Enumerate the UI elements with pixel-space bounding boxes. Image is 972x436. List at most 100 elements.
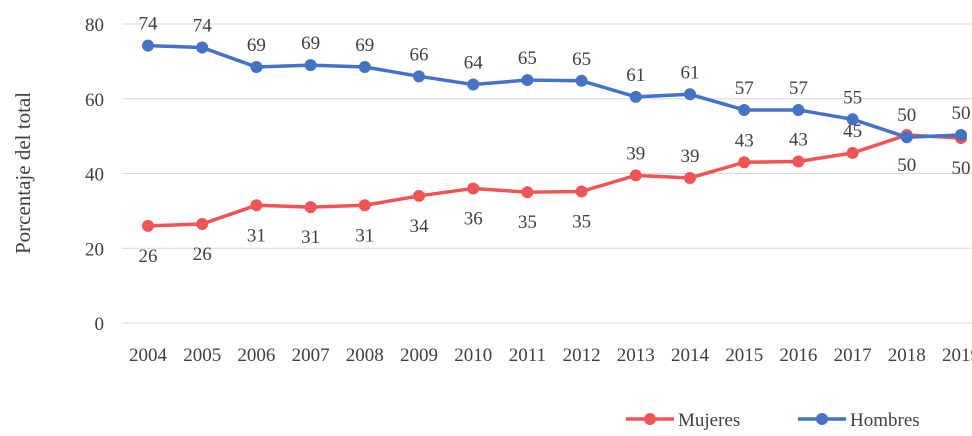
data-point-mujeres [467,182,480,195]
data-point-hombres [846,113,859,126]
x-tick-label: 2006 [237,345,275,366]
legend-label: Hombres [850,410,920,431]
data-label-mujeres: 50 [952,158,971,179]
series-line-mujeres [147,133,962,228]
data-labels: 26 26 31 31 31 34 36 35 35 39 39 43 43 45 50 50 74 74 69 69… [139,14,971,267]
y-axis-ticks: 0 20 40 60 80 [85,15,104,335]
x-tick-label: 2013 [617,345,655,366]
legend: Mujeres Hombres [626,410,920,431]
data-point-hombres [629,90,642,103]
data-label-hombres: 50 [952,103,971,124]
data-label-mujeres: 31 [355,225,374,246]
data-label-mujeres: 31 [247,225,266,246]
data-label-mujeres: 35 [518,212,537,233]
data-label-mujeres: 26 [139,246,158,267]
data-point-mujeres [250,199,263,212]
data-label-hombres: 61 [681,62,700,83]
data-point-hombres [792,103,805,116]
data-point-hombres [467,78,480,91]
data-label-hombres: 74 [139,14,159,35]
y-tick-label: 60 [85,90,104,111]
x-tick-label: 2011 [509,345,546,366]
data-label-hombres: 69 [247,35,266,56]
data-label-mujeres: 43 [789,130,808,151]
data-label-hombres: 66 [410,44,429,65]
data-point-mujeres [358,199,371,212]
data-label-mujeres: 39 [681,146,700,167]
data-label-hombres: 65 [572,49,591,70]
data-point-hombres [575,74,588,87]
series-hombres [142,39,967,144]
x-tick-label: 2010 [454,345,492,366]
data-label-mujeres: 39 [626,143,645,164]
data-label-hombres: 57 [789,78,808,99]
grid-lines [122,23,972,324]
x-tick-label: 2015 [725,345,763,366]
data-point-hombres [250,60,263,73]
series-layer [142,39,967,232]
data-point-mujeres [846,146,859,159]
data-label-mujeres: 50 [897,155,916,176]
data-point-mujeres [684,171,696,184]
x-tick-label: 2007 [292,345,330,366]
x-tick-label: 2009 [400,345,438,366]
data-label-mujeres: 43 [735,130,754,151]
x-tick-label: 2004 [129,345,168,366]
x-tick-label: 2005 [183,345,221,366]
data-point-hombres [684,88,696,101]
data-point-mujeres [196,217,209,230]
data-label-hombres: 64 [464,53,484,74]
data-point-mujeres [413,189,425,202]
x-axis-ticks: 2004 2005 2006 2007 2008 2009 2010 2011 2012 2013… [129,345,972,366]
y-tick-label: 40 [85,165,104,186]
data-point-hombres [521,74,534,87]
data-point-hombres [358,60,371,73]
series-mujeres [142,129,967,232]
data-label-hombres: 69 [301,33,320,54]
x-tick-label: 2014 [671,345,710,366]
legend-label: Mujeres [678,410,740,431]
data-point-mujeres [629,169,642,182]
x-tick-label: 2018 [888,345,926,366]
data-label-hombres: 69 [355,35,374,56]
x-tick-label: 2012 [563,345,601,366]
data-label-mujeres: 26 [193,244,212,265]
data-point-mujeres [521,186,534,199]
data-point-hombres [955,129,967,142]
data-point-hombres [142,39,154,52]
x-tick-label: 2016 [779,345,817,366]
x-tick-label: 2019 [942,345,972,366]
data-label-hombres: 50 [897,105,916,126]
data-point-hombres [738,103,751,116]
data-point-mujeres [142,219,154,232]
data-label-mujeres: 35 [572,211,591,232]
data-label-mujeres: 36 [464,208,483,229]
data-point-hombres [304,59,317,72]
data-point-mujeres [575,185,588,198]
data-label-hombres: 55 [843,87,862,108]
y-tick-label: 20 [85,239,104,260]
y-axis-title: Porcentaje del total [11,92,35,254]
data-label-mujeres: 45 [843,121,862,142]
data-label-mujeres: 31 [301,227,320,248]
y-tick-label: 0 [95,314,105,335]
legend-item-mujeres: Mujeres [626,410,740,431]
series-line-hombres [147,43,962,139]
legend-swatch-marker [816,413,828,425]
data-label-hombres: 61 [626,65,645,86]
data-label-hombres: 57 [735,78,754,99]
x-tick-label: 2008 [346,345,384,366]
data-point-hombres [196,41,209,54]
data-point-mujeres [792,155,805,168]
data-point-hombres [900,131,913,144]
y-tick-label: 80 [85,15,104,36]
data-point-hombres [413,70,425,83]
data-point-mujeres [304,201,317,214]
legend-item-hombres: Hombres [798,410,920,431]
data-label-hombres: 74 [193,16,213,37]
data-label-hombres: 65 [518,48,537,69]
legend-swatch-marker [644,413,656,425]
data-point-mujeres [738,156,751,169]
